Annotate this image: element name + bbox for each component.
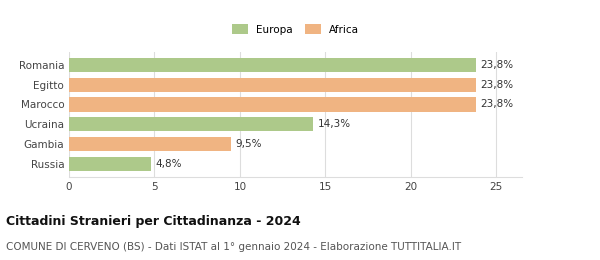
Text: 23,8%: 23,8% xyxy=(480,60,513,70)
Bar xyxy=(69,58,476,72)
Text: 4,8%: 4,8% xyxy=(155,159,182,169)
Text: 23,8%: 23,8% xyxy=(480,80,513,90)
Text: 9,5%: 9,5% xyxy=(236,139,262,149)
Bar xyxy=(69,97,476,112)
Bar xyxy=(69,117,313,132)
Text: 14,3%: 14,3% xyxy=(318,119,351,129)
Bar xyxy=(69,157,151,171)
Text: 23,8%: 23,8% xyxy=(480,100,513,109)
Text: Cittadini Stranieri per Cittadinanza - 2024: Cittadini Stranieri per Cittadinanza - 2… xyxy=(6,214,301,228)
Legend: Europa, Africa: Europa, Africa xyxy=(230,22,361,37)
Bar xyxy=(69,77,476,92)
Bar xyxy=(69,137,232,151)
Text: COMUNE DI CERVENO (BS) - Dati ISTAT al 1° gennaio 2024 - Elaborazione TUTTITALIA: COMUNE DI CERVENO (BS) - Dati ISTAT al 1… xyxy=(6,242,461,252)
